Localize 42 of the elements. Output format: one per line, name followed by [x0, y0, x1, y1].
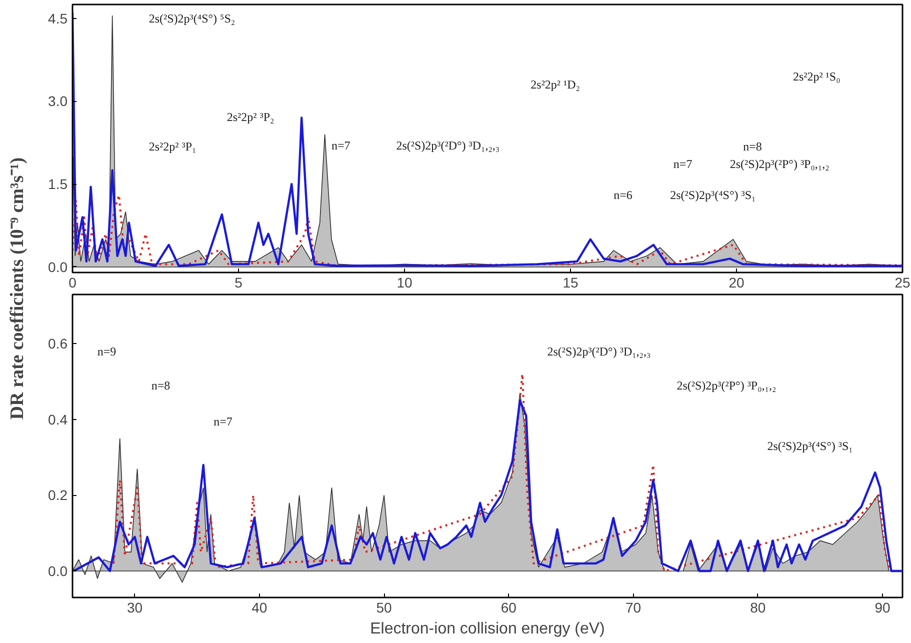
- x-tick-label: 80: [750, 600, 766, 616]
- x-tick-label: 60: [500, 600, 517, 616]
- annotation: 2s²2p² ¹S₀: [792, 69, 840, 84]
- annotation: n=7: [673, 157, 692, 172]
- x-tick-label: 5: [234, 274, 243, 290]
- annotation: 2s(²S)2p³(²D°) ³D₁,₂,₃: [396, 138, 500, 152]
- x-tick-label: 50: [376, 600, 392, 616]
- y-tick-label: 3.0: [48, 93, 68, 110]
- x-tick-label: 90: [874, 600, 891, 616]
- x-tick-label: 10: [396, 274, 412, 290]
- annotation: n=7: [214, 414, 232, 428]
- x-tick-label: 30: [127, 600, 143, 616]
- annotation: 2s(²S)2p³(²P°) ³P₀,₁,₂: [676, 378, 776, 393]
- annotation: n=7: [331, 138, 350, 152]
- y-tick-label: 0.2: [48, 487, 68, 504]
- x-tick-label: 25: [894, 274, 910, 290]
- annotation: n=6: [614, 188, 632, 202]
- annotation: 2s²2p² ³P₁: [148, 140, 196, 154]
- y-axis-title: DR rate coefficients (10⁻⁹ cm³s⁻¹): [7, 157, 28, 420]
- annotation: 2s(²S)2p³(⁴S°) ³S₁: [767, 439, 853, 453]
- x-tick-label: 20: [728, 274, 744, 290]
- line-series: [112, 373, 892, 572]
- annotation: 2s(²S)2p³(⁴S°) ³S₁: [670, 188, 756, 202]
- annotation: n=9: [97, 344, 116, 358]
- annotation: 2s²2p² ³P₂: [226, 110, 274, 124]
- y-tick-label: 0.0: [48, 258, 68, 275]
- annotation: n=8: [743, 140, 762, 154]
- x-axis-title: Electron-ion collision energy (eV): [370, 620, 605, 638]
- x-tick-label: 0: [68, 274, 77, 290]
- annotation: 2s²2p² ¹D₂: [530, 78, 580, 92]
- y-tick-label: 0.6: [48, 336, 68, 352]
- annotation: n=8: [151, 378, 170, 393]
- y-tick-label: 0.4: [48, 411, 68, 428]
- annotation: 2s(²S)2p³(²D°) ³D₁,₂,₃: [547, 344, 651, 358]
- y-tick-label: 4.5: [48, 10, 68, 26]
- y-tick-label: 0.0: [48, 562, 68, 579]
- annotation: 2s(²S)2p³(⁴S°) ⁵S₂: [148, 11, 236, 26]
- x-tick-label: 70: [626, 600, 642, 616]
- x-tick-label: 15: [562, 274, 578, 290]
- annotation: 2s(²S)2p³(²P°) ³P₀,₁,₂: [730, 157, 830, 172]
- y-tick-label: 1.5: [48, 176, 68, 192]
- x-tick-label: 40: [252, 600, 268, 616]
